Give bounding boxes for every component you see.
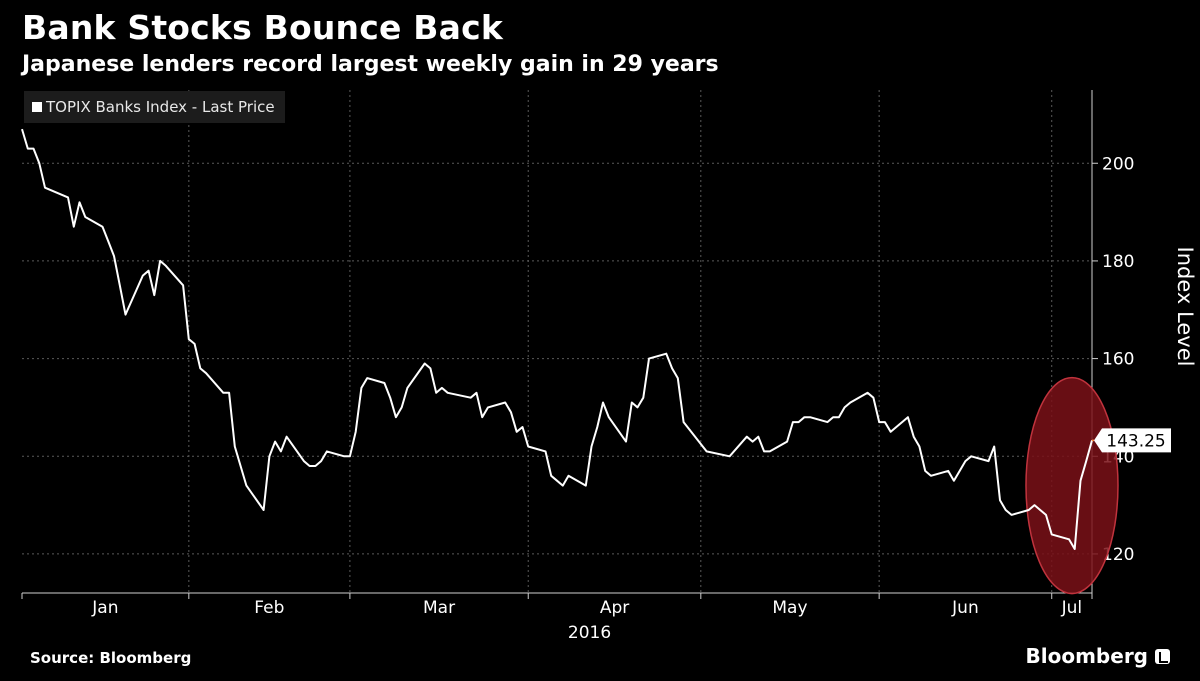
y-axis-title: Index Level [1173, 247, 1197, 367]
series-line [21, 128, 1093, 550]
x-tick-label: Apr [600, 598, 629, 618]
highlight-ellipse [1025, 376, 1119, 595]
x-tick-label: May [772, 598, 807, 618]
x-tick-label: Jun [951, 598, 979, 618]
x-tick-label: Jul [1061, 598, 1083, 618]
x-tick-label: Feb [254, 598, 284, 618]
brand-name: Bloomberg [1025, 644, 1148, 668]
x-tick-label: Jan [91, 598, 118, 618]
y-tick-label: 200 [1102, 154, 1134, 174]
chart-icon [1155, 648, 1170, 664]
chart-legend: TOPIX Banks Index - Last Price [24, 91, 285, 123]
source-note: Source: Bloomberg [30, 649, 192, 667]
y-tick-label: 180 [1102, 252, 1134, 272]
legend-swatch [32, 102, 42, 112]
y-tick-label: 120 [1102, 545, 1134, 565]
brand-logo: Bloomberg [1026, 644, 1170, 668]
x-tick-label: Mar [423, 598, 455, 618]
legend-label: TOPIX Banks Index - Last Price [46, 98, 275, 116]
chart-title: Bank Stocks Bounce Back [22, 8, 503, 47]
last-value-tag [1094, 428, 1171, 453]
y-tick-label: 160 [1102, 350, 1134, 370]
chart-subtitle: Japanese lenders record largest weekly g… [22, 52, 719, 77]
last-value-label: 143.25 [1106, 431, 1165, 451]
x-year-label: 2016 [568, 623, 611, 643]
